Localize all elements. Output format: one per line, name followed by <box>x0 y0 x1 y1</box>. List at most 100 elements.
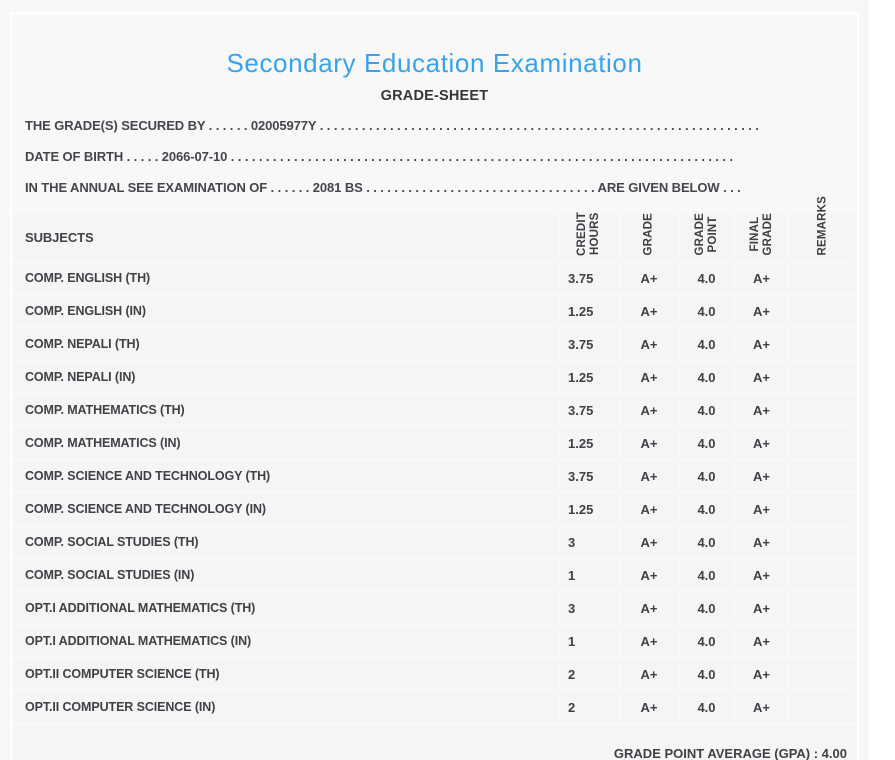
symbol-number-value: 02005977Y <box>250 118 317 133</box>
final-grade-cell: A+ <box>735 560 788 590</box>
remarks-cell <box>790 296 855 326</box>
dots-filler: . . . . . . <box>270 180 310 195</box>
grade-point-cell: 4.0 <box>680 560 733 590</box>
remarks-cell <box>790 494 855 524</box>
column-header-grade-point: GRADE POINT <box>680 213 733 260</box>
credit-hours-cell: 2 <box>560 659 618 689</box>
grade-cell: A+ <box>620 428 678 458</box>
credit-hours-cell: 1 <box>560 560 618 590</box>
final-grade-cell: A+ <box>735 362 788 392</box>
column-header-credit-hours: CREDIT HOURS <box>560 212 618 260</box>
final-grade-cell: A+ <box>735 527 788 557</box>
dots-filler: . . . . . <box>126 149 159 164</box>
credit-hours-cell: 3.75 <box>560 461 618 491</box>
table-row: COMP. ENGLISH (IN) 1.25 A+ 4.0 A+ <box>14 296 855 326</box>
final-grade-cell: A+ <box>735 461 788 491</box>
remarks-cell <box>790 329 855 359</box>
table-row: OPT.II COMPUTER SCIENCE (IN) 2 A+ 4.0 A+ <box>14 692 855 722</box>
subject-cell: OPT.II COMPUTER SCIENCE (TH) <box>14 659 558 689</box>
table-row: COMP. MATHEMATICS (TH) 3.75 A+ 4.0 A+ <box>14 395 855 425</box>
remarks-cell <box>790 263 855 293</box>
final-grade-cell: A+ <box>735 626 788 656</box>
info-line-examination: IN THE ANNUAL SEE EXAMINATION OF . . . .… <box>25 172 857 203</box>
final-grade-vertical-label: FINAL GRADE <box>748 213 774 256</box>
table-row: COMP. SCIENCE AND TECHNOLOGY (IN) 1.25 A+ 4… <box>14 494 855 524</box>
grade-point-cell: 4.0 <box>680 593 733 623</box>
remarks-vertical-label: REMARKS <box>815 196 828 256</box>
credit-hours-cell: 1.25 <box>560 362 618 392</box>
page-title: Secondary Education Examination <box>226 48 643 78</box>
subject-cell: COMP. SOCIAL STUDIES (TH) <box>14 527 558 557</box>
final-grade-cell: A+ <box>735 692 788 722</box>
remarks-cell <box>790 692 855 722</box>
subject-cell: COMP. NEPALI (IN) <box>14 362 558 392</box>
final-grade-cell: A+ <box>735 329 788 359</box>
date-of-birth-label: DATE OF BIRTH <box>25 149 124 164</box>
info-line-date-of-birth: DATE OF BIRTH . . . . . 2066-07-10 . . .… <box>25 141 857 172</box>
grade-cell: A+ <box>620 362 678 392</box>
remarks-cell <box>790 395 855 425</box>
credit-hours-cell: 3.75 <box>560 263 618 293</box>
subject-cell: OPT.I ADDITIONAL MATHEMATICS (TH) <box>14 593 558 623</box>
date-of-birth-value: 2066-07-10 <box>161 149 228 164</box>
table-row: OPT.II COMPUTER SCIENCE (TH) 2 A+ 4.0 A+ <box>14 659 855 689</box>
dots-filler: . . . . . . . . . . . . . . . . . . . . … <box>230 149 733 164</box>
remarks-cell <box>790 461 855 491</box>
grade-point-cell: 4.0 <box>680 527 733 557</box>
credit-hours-cell: 3 <box>560 527 618 557</box>
subject-cell: COMP. ENGLISH (IN) <box>14 296 558 326</box>
dots-filler: . . . . . . . . . . . . . . . . . . . . … <box>319 118 762 133</box>
table-row: COMP. ENGLISH (TH) 3.75 A+ 4.0 A+ <box>14 263 855 293</box>
table-row: OPT.I ADDITIONAL MATHEMATICS (IN) 1 A+ 4.0 A… <box>14 626 855 656</box>
dots-filler: . . . . . . . . . . . . . . . . . . . . … <box>366 180 595 195</box>
grade-sheet-card: Secondary Education Examination GRADE-SH… <box>10 12 859 760</box>
info-line-date-of-birth-text: DATE OF BIRTH . . . . . 2066-07-10 . . .… <box>25 141 762 172</box>
grade-vertical-label: GRADE <box>642 213 655 256</box>
column-header-remarks: REMARKS <box>790 196 855 260</box>
table-header-row: SUBJECTS CREDIT HOURS GRADE GRADE POINT … <box>14 196 855 260</box>
subject-cell: COMP. SOCIAL STUDIES (IN) <box>14 560 558 590</box>
grade-point-cell: 4.0 <box>680 296 733 326</box>
remarks-cell <box>790 626 855 656</box>
grade-point-cell: 4.0 <box>680 494 733 524</box>
dots-filler: . . . . . . <box>208 118 248 133</box>
table-row: COMP. NEPALI (IN) 1.25 A+ 4.0 A+ <box>14 362 855 392</box>
table-row: COMP. NEPALI (TH) 3.75 A+ 4.0 A+ <box>14 329 855 359</box>
gpa-row: GRADE POINT AVERAGE (GPA) : 4.00 <box>14 725 855 760</box>
page-gutter <box>869 0 895 760</box>
secured-by-label: THE GRADE(S) SECURED BY <box>25 118 206 133</box>
credit-hours-cell: 1.25 <box>560 494 618 524</box>
info-line-examination-text: IN THE ANNUAL SEE EXAMINATION OF . . . .… <box>25 172 762 203</box>
grade-point-cell: 4.0 <box>680 692 733 722</box>
grade-point-cell: 4.0 <box>680 428 733 458</box>
remarks-cell <box>790 659 855 689</box>
dots-filler: . . . <box>723 180 741 195</box>
grade-cell: A+ <box>620 329 678 359</box>
grade-cell: A+ <box>620 527 678 557</box>
final-grade-cell: A+ <box>735 395 788 425</box>
final-grade-cell: A+ <box>735 494 788 524</box>
remarks-cell <box>790 593 855 623</box>
credit-hours-cell: 3.75 <box>560 329 618 359</box>
grade-cell: A+ <box>620 560 678 590</box>
table-row: OPT.I ADDITIONAL MATHEMATICS (TH) 3 A+ 4.0 A… <box>14 593 855 623</box>
gpa-value: GRADE POINT AVERAGE (GPA) : 4.00 <box>14 725 855 760</box>
remarks-cell <box>790 560 855 590</box>
grade-cell: A+ <box>620 659 678 689</box>
grade-cell: A+ <box>620 692 678 722</box>
credit-hours-cell: 3 <box>560 593 618 623</box>
final-grade-cell: A+ <box>735 428 788 458</box>
column-header-subjects: SUBJECTS <box>14 214 558 260</box>
grade-point-cell: 4.0 <box>680 395 733 425</box>
grade-cell: A+ <box>620 296 678 326</box>
subject-cell: OPT.I ADDITIONAL MATHEMATICS (IN) <box>14 626 558 656</box>
subject-cell: OPT.II COMPUTER SCIENCE (IN) <box>14 692 558 722</box>
grade-cell: A+ <box>620 494 678 524</box>
info-line-secured-by: THE GRADE(S) SECURED BY . . . . . . 0200… <box>25 110 857 141</box>
column-header-grade: GRADE <box>620 213 678 260</box>
examination-year-value: 2081 BS <box>312 180 363 195</box>
grade-point-cell: 4.0 <box>680 329 733 359</box>
credit-hours-cell: 3.75 <box>560 395 618 425</box>
final-grade-cell: A+ <box>735 659 788 689</box>
subject-cell: COMP. MATHEMATICS (TH) <box>14 395 558 425</box>
